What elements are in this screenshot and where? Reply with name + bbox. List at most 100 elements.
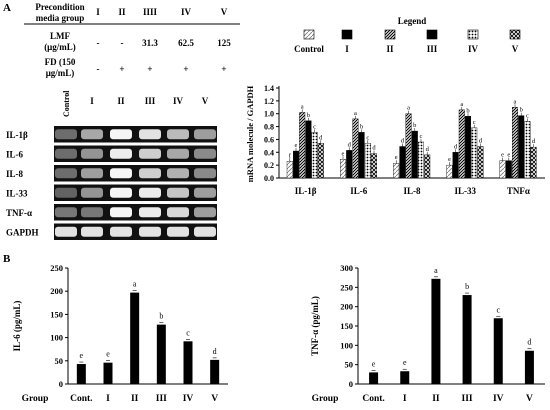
significance-letter: d xyxy=(401,138,405,145)
x-category-label: V xyxy=(526,394,533,404)
gel-strip xyxy=(54,126,217,143)
bar xyxy=(183,341,193,384)
y-tick-label: 300 xyxy=(340,263,353,273)
bar xyxy=(471,127,478,179)
y-tick-label: 250 xyxy=(50,263,63,273)
legend-label: II xyxy=(386,44,394,54)
x-category-label: IL-8 xyxy=(403,186,421,196)
bar xyxy=(103,362,113,384)
x-category-label: IL-1β xyxy=(295,186,317,196)
significance-letter: c xyxy=(420,133,423,140)
bar xyxy=(493,318,503,384)
bar xyxy=(505,160,512,179)
gel-gene-label: IL-1β xyxy=(6,130,28,140)
y-tick-label: 0 xyxy=(59,379,63,389)
bar xyxy=(346,150,353,179)
x-category-label: Cont. xyxy=(362,394,384,404)
table-row-label: μg/mL) xyxy=(46,68,75,78)
gel-band xyxy=(81,226,103,237)
x-category-label: IL-6 xyxy=(350,186,368,196)
x-category-label: IV xyxy=(493,394,504,404)
bar xyxy=(462,295,472,384)
bar xyxy=(286,161,293,179)
x-axis-title: Group xyxy=(22,394,49,404)
gel-lane-label: Control xyxy=(62,90,71,117)
table-cell: + xyxy=(147,64,152,74)
legend-label: IV xyxy=(468,44,479,54)
bar xyxy=(352,118,359,179)
significance-letter: e xyxy=(448,156,451,163)
gel-strip xyxy=(54,184,217,201)
significance-letter: d xyxy=(532,138,536,145)
legend-title: Legend xyxy=(398,16,427,26)
y-tick-label: 50 xyxy=(345,360,354,370)
y-tick-label: 1.4 xyxy=(264,84,274,93)
table-cell: 62.5 xyxy=(178,38,194,48)
legend-swatch xyxy=(303,29,315,40)
bar xyxy=(369,372,379,384)
bar xyxy=(358,132,365,179)
rt-pcr-gel: Control I II III IV VIL-1βIL-6IL-8IL-33TNF-αG… xyxy=(6,90,217,240)
gel-lane-label: V xyxy=(202,96,209,106)
significance-letter: b xyxy=(466,107,469,114)
bar xyxy=(400,371,410,384)
bar xyxy=(512,107,519,179)
bar xyxy=(424,154,431,179)
table-cell: + xyxy=(183,64,188,74)
gel-band xyxy=(194,129,216,140)
bar xyxy=(130,292,140,384)
il6-bar-chart: 0 50 100 150 200 250 IL-6 (pg/mL) Group e Cont. e I… xyxy=(12,263,228,404)
bar xyxy=(524,121,531,179)
significance-letter: d xyxy=(213,347,217,356)
y-tick-label: 100 xyxy=(340,340,353,350)
legend-label: V xyxy=(512,44,519,54)
gel-band xyxy=(139,226,161,237)
table-row-label: media group xyxy=(36,13,85,23)
panel-label-b: B xyxy=(3,253,11,265)
y-tick-label: 100 xyxy=(50,333,63,343)
table-cell: IIII xyxy=(143,7,158,17)
significance-letter: b xyxy=(465,282,469,291)
table-cell: II xyxy=(118,7,126,17)
y-tick-label: 0 xyxy=(349,379,353,389)
bar xyxy=(340,159,347,179)
y-axis-title: mRNA molecule / GAPDH xyxy=(245,85,255,182)
gel-lane-label: III xyxy=(145,96,156,106)
significance-letter: e xyxy=(342,150,345,157)
legend-swatch xyxy=(384,29,396,40)
gel-strip xyxy=(54,223,217,240)
legend-label: III xyxy=(427,44,438,54)
gel-band xyxy=(110,129,132,140)
significance-letter: d xyxy=(319,134,323,141)
bar xyxy=(518,115,525,179)
significance-letter: c xyxy=(526,112,529,119)
bar xyxy=(452,152,459,179)
x-category-label: III xyxy=(156,394,167,404)
significance-letter: a xyxy=(354,110,357,117)
bar xyxy=(458,109,465,179)
y-tick-label: 0.8 xyxy=(264,123,274,132)
bar xyxy=(210,359,220,384)
bar xyxy=(399,146,406,179)
y-tick-label: 150 xyxy=(50,309,63,319)
bar xyxy=(156,324,166,384)
x-category-label: Cont. xyxy=(70,394,92,404)
bar xyxy=(293,150,300,179)
significance-letter: b xyxy=(159,312,163,321)
bar xyxy=(530,146,537,179)
x-category-label: II xyxy=(131,394,139,404)
significance-letter: d xyxy=(454,143,458,150)
gel-gene-label: GAPDH xyxy=(6,228,39,238)
significance-letter: b xyxy=(520,107,523,114)
bar xyxy=(499,160,506,179)
gel-band xyxy=(139,187,161,198)
bar xyxy=(393,163,400,179)
gel-gene-label: IL-33 xyxy=(6,189,28,199)
bar xyxy=(465,116,472,179)
significance-letter: b xyxy=(360,123,363,130)
bar xyxy=(76,364,86,384)
y-axis-title: IL-6 (pg/mL) xyxy=(12,301,22,352)
